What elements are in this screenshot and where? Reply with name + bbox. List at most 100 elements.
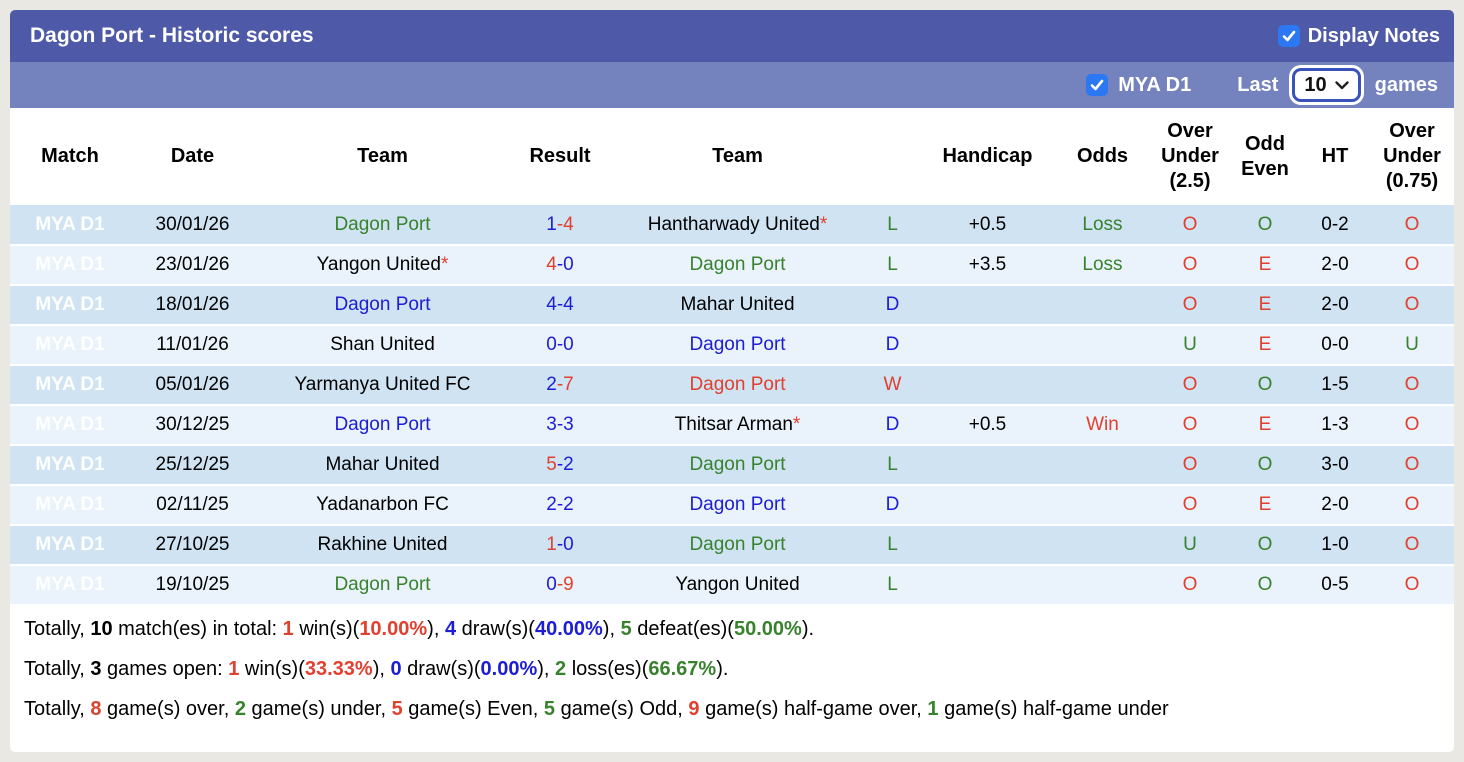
home-team-cell: Dagon Port [255,285,510,326]
handicap-cell: +0.5 [920,205,1055,246]
table-header: Match Date Team Result Team Handicap Odd… [10,108,1454,205]
odd-even-cell: O [1230,365,1300,406]
ht-cell: 1-3 [1300,405,1370,446]
date-cell: 18/01/26 [130,285,255,326]
result-cell: 1-4 [510,205,610,246]
home-team-cell: Mahar United [255,445,510,486]
over-under-25-cell: U [1150,325,1230,366]
ht-cell: 0-0 [1300,325,1370,366]
home-team-cell: Yarmanya United FC [255,365,510,406]
away-team-cell: Dagon Port [610,485,865,526]
date-cell: 05/01/26 [130,365,255,406]
home-team-cell: Dagon Port [255,565,510,606]
display-notes-control: Display Notes [1277,24,1440,48]
over-under-25-cell: O [1150,565,1230,606]
table-row: MYA D1 05/01/26 Yarmanya United FC 2-7 Dagon… [10,365,1454,406]
column-header-handicap: Handicap [920,108,1055,205]
title-bar: Dagon Port - Historic scores Display Not… [10,10,1454,62]
odds-cell [1055,365,1150,406]
away-team-cell: Dagon Port [610,325,865,366]
column-header-odd-even: Odd Even [1230,108,1300,205]
over-under-075-cell: O [1370,565,1454,606]
outcome-cell: W [865,365,920,406]
checkmark-icon [1090,79,1104,91]
odds-cell: Win [1055,405,1150,446]
away-team-cell: Dagon Port [610,445,865,486]
ht-cell: 1-5 [1300,365,1370,406]
games-select-value: 10 [1304,73,1327,96]
away-team-cell: Hantharwady United* [610,205,865,246]
home-team-cell: Yangon United* [255,245,510,286]
over-under-25-cell: O [1150,285,1230,326]
ht-cell: 0-2 [1300,205,1370,246]
over-under-25-cell: O [1150,245,1230,286]
table-row: MYA D1 25/12/25 Mahar United 5-2 Dagon Port L… [10,445,1454,486]
odds-cell: Loss [1055,245,1150,286]
away-team-cell: Dagon Port [610,245,865,286]
date-cell: 27/10/25 [130,525,255,566]
league-checkbox[interactable] [1086,74,1109,96]
ht-cell: 1-0 [1300,525,1370,566]
over-under-075-cell: O [1370,285,1454,326]
handicap-cell: +3.5 [920,245,1055,286]
odd-even-cell: E [1230,245,1300,286]
odds-cell [1055,525,1150,566]
home-team-cell: Dagon Port [255,205,510,246]
odds-cell [1055,485,1150,526]
handicap-cell [920,445,1055,486]
checkmark-icon [1282,30,1296,42]
handicap-cell [920,565,1055,606]
ht-cell: 2-0 [1300,485,1370,526]
column-header-outcome [865,108,920,205]
over-under-075-cell: O [1370,205,1454,246]
over-under-25-cell: U [1150,525,1230,566]
page-title: Dagon Port - Historic scores [30,24,314,47]
over-under-075-cell: O [1370,485,1454,526]
home-team-cell: Dagon Port [255,405,510,446]
league-label[interactable]: MYA D1 [1118,73,1192,96]
table-body: MYA D1 30/01/26 Dagon Port 1-4 Hantharwady U… [10,205,1454,606]
display-notes-checkbox[interactable] [1277,25,1300,47]
handicap-cell [920,485,1055,526]
league-cell: MYA D1 [10,525,130,566]
league-cell: MYA D1 [10,445,130,486]
table-row: MYA D1 23/01/26 Yangon United* 4-0 Dagon Por… [10,245,1454,286]
result-cell: 1-0 [510,525,610,566]
over-under-075-cell: O [1370,445,1454,486]
summary-line: Totally, 8 game(s) over, 2 game(s) under… [24,698,1169,720]
date-cell: 30/12/25 [130,405,255,446]
over-under-075-cell: O [1370,525,1454,566]
odd-even-cell: E [1230,285,1300,326]
league-cell: MYA D1 [10,365,130,406]
league-cell: MYA D1 [10,405,130,446]
result-cell: 4-0 [510,245,610,286]
display-notes-label[interactable]: Display Notes [1307,24,1440,47]
table-row: MYA D1 30/01/26 Dagon Port 1-4 Hantharwady U… [10,205,1454,246]
odd-even-cell: E [1230,405,1300,446]
summary-line: Totally, 3 games open: 1 win(s)(33.33%),… [24,658,729,680]
odds-cell [1055,445,1150,486]
table-row: MYA D1 30/12/25 Dagon Port 3-3 Thitsar Arman… [10,405,1454,446]
ht-cell: 0-5 [1300,565,1370,606]
outcome-cell: D [865,405,920,446]
table-row: MYA D1 11/01/26 Shan United 0-0 Dagon Port D U… [10,325,1454,366]
summary-line: Totally, 10 match(es) in total: 1 win(s)… [24,618,815,640]
home-team-cell: Rakhine United [255,525,510,566]
handicap-cell [920,285,1055,326]
result-cell: 5-2 [510,445,610,486]
table-row: MYA D1 02/11/25 Yadanarbon FC 2-2 Dagon Port… [10,485,1454,526]
outcome-cell: L [865,565,920,606]
games-select[interactable]: 10 [1292,68,1361,102]
result-cell: 0-0 [510,325,610,366]
home-team-cell: Yadanarbon FC [255,485,510,526]
last-label: Last [1237,73,1279,96]
odd-even-cell: E [1230,485,1300,526]
filter-bar: MYA D1 Last 10 games [10,62,1454,108]
table-row: MYA D1 18/01/26 Dagon Port 4-4 Mahar United D… [10,285,1454,326]
column-header-date: Date [130,108,255,205]
outcome-cell: D [865,325,920,366]
over-under-075-cell: O [1370,365,1454,406]
league-cell: MYA D1 [10,485,130,526]
column-header-result: Result [510,108,610,205]
result-cell: 4-4 [510,285,610,326]
